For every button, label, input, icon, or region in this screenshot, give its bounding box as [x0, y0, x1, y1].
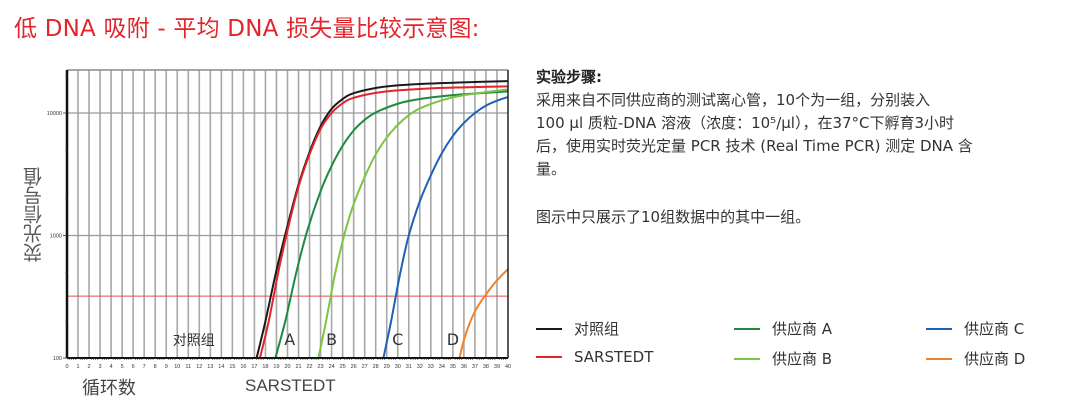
series-line	[255, 80, 509, 359]
legend-line-icon	[536, 327, 562, 330]
curve-annotation: C	[392, 330, 403, 349]
steps-line: 量。	[536, 160, 567, 178]
x-tick-label: 22	[306, 364, 312, 370]
legend-label: SARSTEDT	[574, 348, 654, 366]
legend-line-icon	[734, 357, 760, 360]
x-tick-label: 36	[461, 364, 467, 370]
x-tick-label: 24	[329, 364, 335, 370]
x-tick-label: 32	[417, 364, 423, 370]
x-tick-label: 3	[99, 364, 102, 370]
x-tick-label: 38	[483, 364, 489, 370]
x-tick-label: 33	[428, 364, 434, 370]
curve-annotation: B	[326, 330, 337, 349]
legend-item-supplier-d: 供应商 D	[926, 348, 1025, 369]
x-tick-label: 0	[65, 364, 68, 370]
legend-label: 供应商 A	[772, 320, 833, 338]
x-axis-sublabel: SARSTEDT	[245, 376, 336, 395]
x-tick-label: 30	[395, 364, 401, 370]
legend-line-icon	[926, 357, 952, 360]
x-tick-label: 5	[121, 364, 124, 370]
x-tick-label: 11	[185, 364, 191, 370]
y-tick-label: 10000	[47, 111, 62, 117]
x-tick-label: 2	[88, 364, 91, 370]
chart-legend: 对照组 SARSTEDT 供应商 A 供应商 B 供应商 C 供应商 D	[536, 318, 1056, 378]
series-line	[274, 90, 509, 359]
legend-line-icon	[734, 327, 760, 330]
legend-item-sarstedt: SARSTEDT	[536, 348, 653, 366]
series-line	[382, 96, 509, 359]
x-tick-label: 15	[229, 364, 235, 370]
x-tick-label: 23	[318, 364, 324, 370]
x-tick-label: 10	[174, 364, 180, 370]
x-tick-label: 19	[273, 364, 279, 370]
curve-annotation: D	[447, 330, 459, 349]
x-tick-label: 17	[251, 364, 257, 370]
legend-label: 供应商 B	[772, 350, 833, 368]
x-tick-label: 6	[132, 364, 135, 370]
legend-label: 供应商 C	[964, 320, 1025, 338]
steps-title: 实验步骤:	[536, 68, 602, 86]
curve-annotation: A	[284, 330, 295, 349]
chart-annotations: 对照组 A B C D	[173, 330, 459, 349]
x-tick-label: 12	[196, 364, 202, 370]
steps-line: 采用来自不同供应商的测试离心管，10个为一组，分别装入	[536, 91, 931, 109]
legend-item-supplier-c: 供应商 C	[926, 318, 1024, 339]
legend-label: 供应商 D	[964, 350, 1026, 368]
legend-item-supplier-a: 供应商 A	[734, 318, 832, 339]
legend-line-icon	[536, 356, 562, 358]
legend-item-supplier-b: 供应商 B	[734, 348, 832, 369]
chart-series	[255, 80, 509, 359]
x-tick-label: 27	[362, 364, 368, 370]
x-tick-label: 28	[373, 364, 379, 370]
x-axis-label: 循环数	[82, 378, 136, 399]
x-tick-label: 34	[439, 364, 445, 370]
page-title: 低 DNA 吸附 - 平均 DNA 损失量比较示意图:	[14, 16, 480, 42]
x-tick-label: 29	[384, 364, 390, 370]
series-line	[258, 85, 509, 359]
x-tick-label: 4	[110, 364, 113, 370]
x-tick-label: 13	[207, 364, 213, 370]
y-tick-label: 1000	[50, 234, 62, 240]
x-tick-label: 16	[240, 364, 246, 370]
steps-line: 100 µl 质粒-DNA 溶液（浓度：10⁵/µl），在37°C下孵育3小时	[536, 114, 955, 132]
series-line	[458, 268, 509, 359]
steps-line: 后，使用实时荧光定量 PCR 技术 (Real Time PCR) 测定 DNA…	[536, 137, 973, 155]
x-tick-label: 26	[351, 364, 357, 370]
x-tick-label: 20	[284, 364, 290, 370]
x-tick-label: 31	[406, 364, 412, 370]
x-tick-label: 14	[218, 364, 224, 370]
x-tick-label: 8	[154, 364, 157, 370]
x-tick-label: 40	[505, 364, 511, 370]
legend-line-icon	[926, 327, 952, 330]
x-tick-label: 35	[450, 364, 456, 370]
y-axis-label: 荧光信号值	[23, 167, 45, 263]
x-tick-label: 37	[472, 364, 478, 370]
y-tick-label: 100	[53, 356, 62, 362]
chart-axes: 0 1 2 3 4 5 6 7 8 9 10 11 12 13 14 15 16 17 18 19 20 21 22 23 24…	[47, 69, 511, 370]
note-text: 图示中只展示了10组数据中的其中一组。	[536, 208, 811, 226]
x-tick-label: 7	[143, 364, 146, 370]
legend-label: 对照组	[574, 320, 620, 338]
x-tick-label: 18	[262, 364, 268, 370]
x-tick-label: 39	[494, 364, 500, 370]
x-tick-label: 25	[340, 364, 346, 370]
experiment-steps: 实验步骤: 采用来自不同供应商的测试离心管，10个为一组，分别装入 100 µl…	[536, 66, 1056, 181]
x-tick-label: 1	[76, 364, 79, 370]
x-tick-label: 9	[165, 364, 168, 370]
curve-annotation: 对照组	[173, 333, 215, 349]
series-line	[317, 88, 509, 359]
x-tick-label: 21	[295, 364, 301, 370]
legend-item-control: 对照组	[536, 318, 619, 339]
